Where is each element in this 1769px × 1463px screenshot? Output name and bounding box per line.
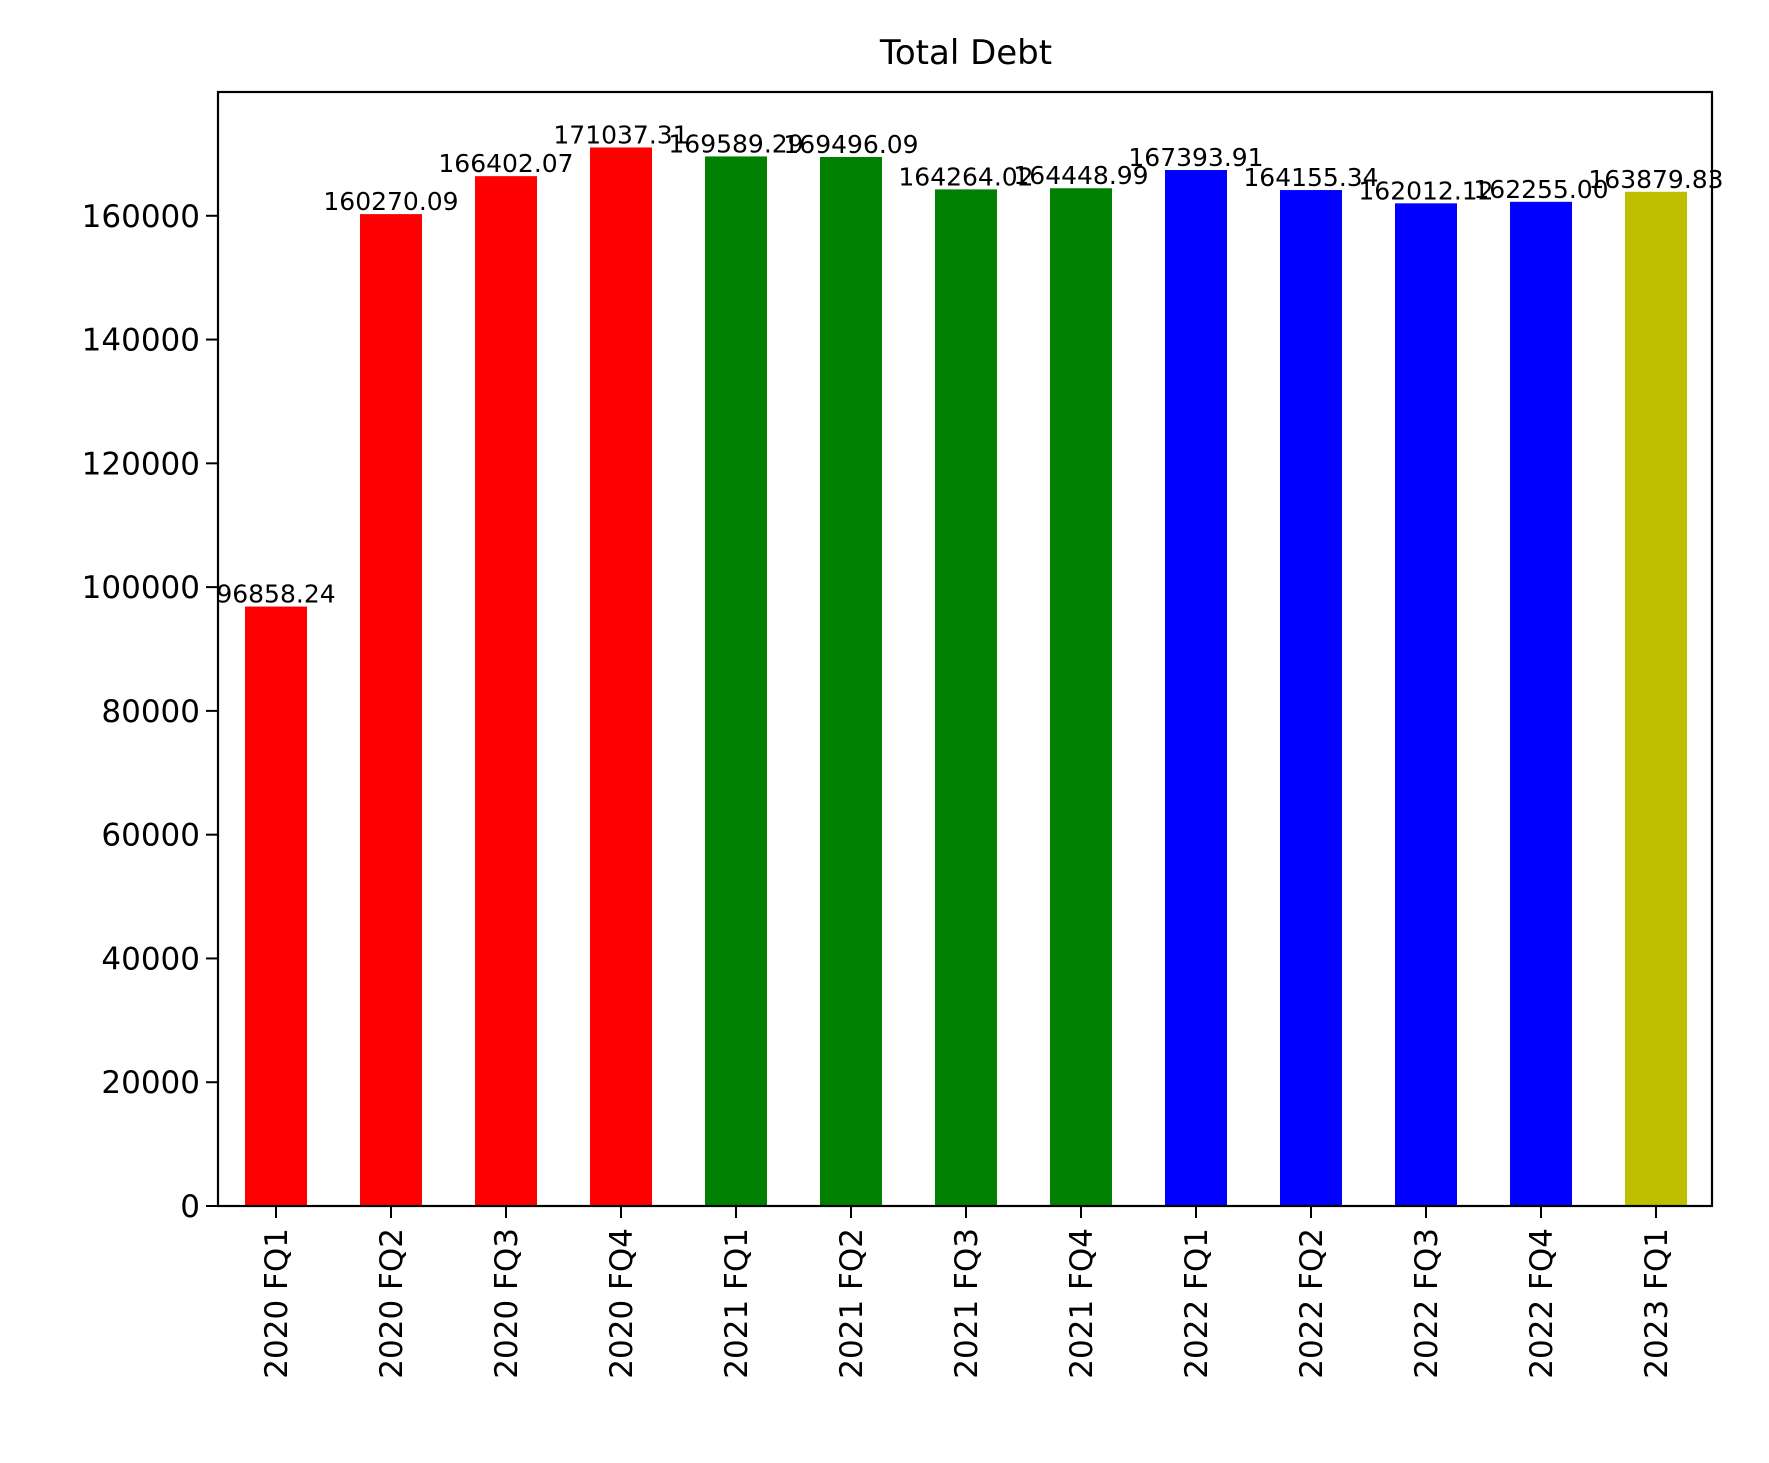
x-axis: 2020 FQ1 2020 FQ2 2020 FQ3 2020 FQ4 2021 FQ1… [259, 1206, 1675, 1379]
x-tick-label: 2020 FQ3 [489, 1228, 525, 1379]
x-tick-label: 2021 FQ2 [834, 1228, 870, 1379]
bar-value-label: 162012.12 [1358, 176, 1493, 205]
bar [1510, 201, 1572, 1206]
y-tick-label: 60000 [101, 818, 200, 854]
bar-labels-group: 96858.24 160270.09 166402.07171037.3116958… [216, 120, 1723, 608]
bar-value-label: 164155.34 [1243, 163, 1378, 192]
bar [935, 189, 997, 1206]
bar-value-label: 163879.83 [1588, 165, 1723, 194]
bar [1165, 170, 1227, 1206]
x-tick-label: 2023 FQ1 [1639, 1228, 1675, 1379]
plot-area-frame [216, 90, 1714, 1208]
x-tick-label: 2022 FQ3 [1409, 1228, 1445, 1379]
chart-title: Total Debt [879, 33, 1052, 73]
x-tick-label: 2020 FQ1 [259, 1228, 295, 1379]
bar [705, 156, 767, 1207]
y-tick-label: 80000 [101, 694, 200, 730]
y-tick-label: 0 [180, 1189, 200, 1225]
bar-value-label: 167393.91 [1128, 143, 1263, 172]
y-tick-label: 40000 [101, 941, 200, 977]
bar-value-label: 166402.07 [438, 149, 573, 178]
bar-value-label: 171037.31 [553, 120, 688, 149]
x-tick-label: 2020 FQ4 [604, 1228, 640, 1379]
x-tick-label: 2020 FQ2 [374, 1228, 410, 1379]
y-axis: 0 20000 40000 60000 80000 100000 120000 140000 1… [82, 199, 218, 1225]
bar-value-label: 160270.09 [323, 187, 458, 216]
bar [245, 606, 307, 1206]
bar [475, 176, 537, 1206]
bar [360, 214, 422, 1207]
bar [590, 147, 652, 1206]
x-tick-label: 2022 FQ1 [1179, 1228, 1215, 1379]
y-tick-label: 160000 [82, 199, 200, 235]
bar [1625, 191, 1687, 1207]
bar-value-label: 169496.09 [783, 130, 918, 159]
y-tick-label: 140000 [82, 323, 200, 359]
x-tick-label: 2021 FQ4 [1064, 1228, 1100, 1379]
y-tick-label: 20000 [101, 1065, 200, 1101]
bar [1050, 188, 1112, 1206]
x-tick-label: 2021 FQ3 [949, 1228, 985, 1379]
bars-group [245, 147, 1687, 1207]
bar-value-label: 164448.99 [1013, 161, 1148, 190]
x-tick-label: 2022 FQ4 [1524, 1228, 1560, 1379]
bar-value-label: 164264.02 [898, 162, 1033, 191]
bar-value-label: 162255.00 [1473, 175, 1608, 204]
bar-value-label: 96858.24 [216, 580, 335, 609]
y-tick-label: 100000 [82, 570, 200, 606]
x-tick-label: 2021 FQ1 [719, 1228, 755, 1379]
bar-value-label: 169589.29 [668, 129, 803, 158]
x-tick-label: 2022 FQ2 [1294, 1228, 1330, 1379]
bar [1395, 203, 1457, 1206]
bar [1280, 190, 1342, 1206]
y-tick-label: 120000 [82, 446, 200, 482]
bar [820, 157, 882, 1206]
